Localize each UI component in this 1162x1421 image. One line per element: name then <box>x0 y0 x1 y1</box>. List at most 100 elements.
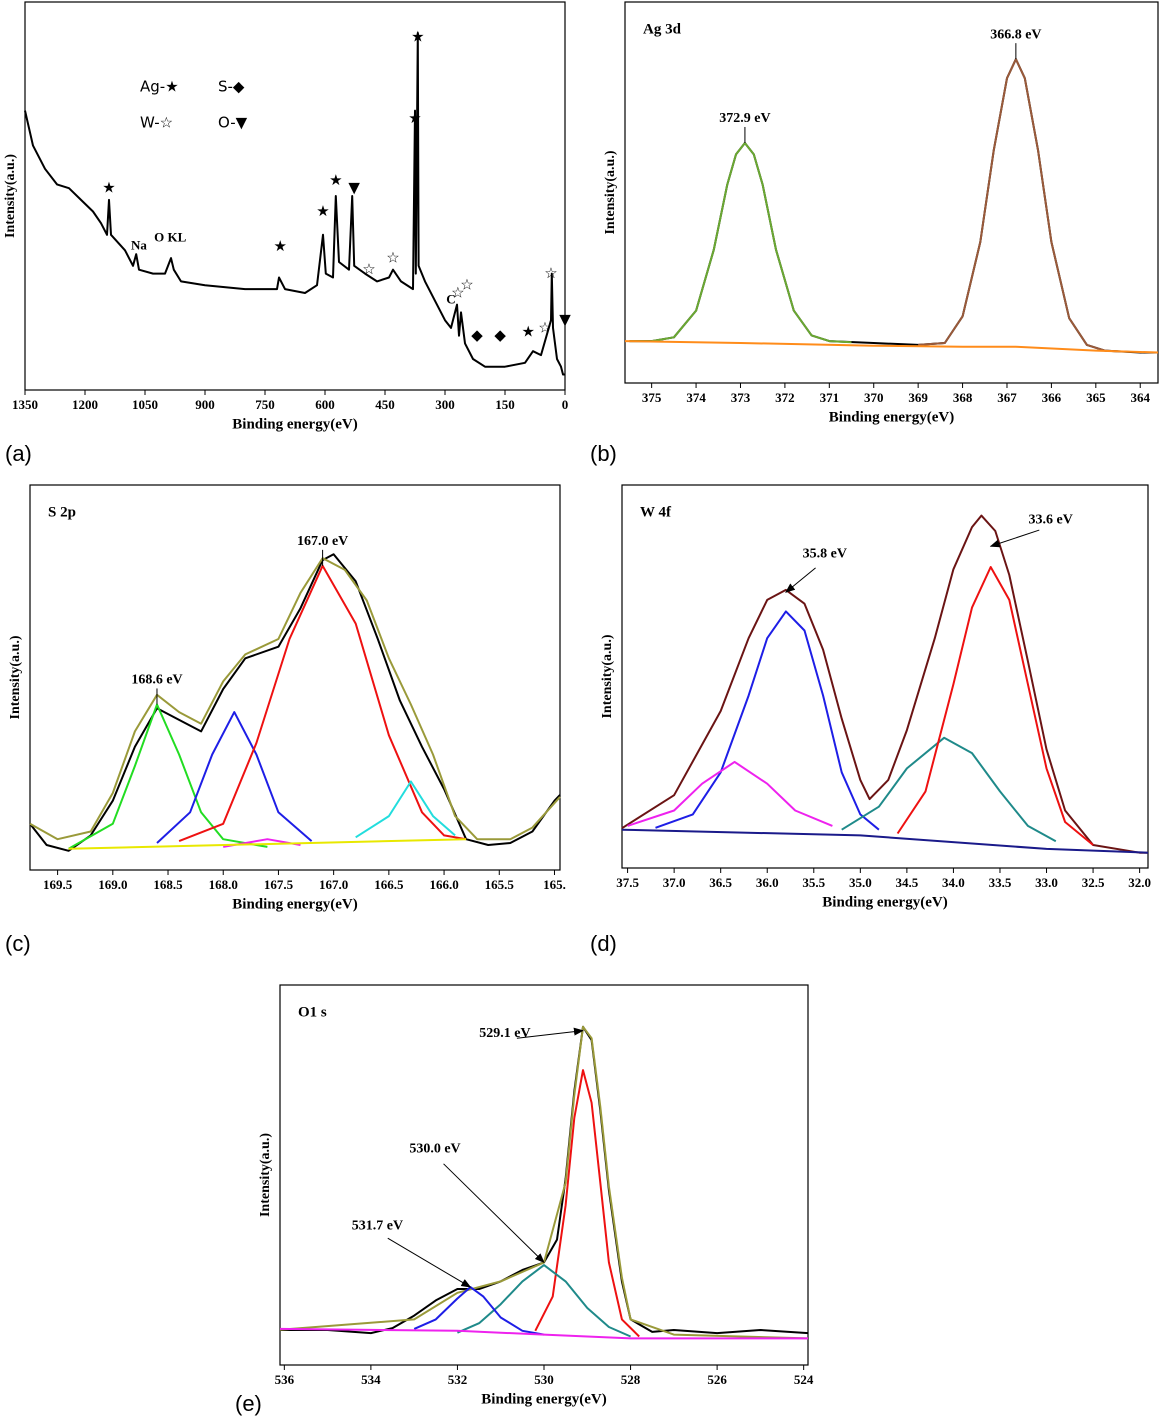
peak-marker: ☆ <box>362 260 375 278</box>
x-tick-label: 900 <box>195 397 215 412</box>
x-tick-label: 526 <box>707 1372 727 1387</box>
peak-marker: ◆ <box>494 326 506 344</box>
x-tick-label: 33.5 <box>989 875 1012 890</box>
x-tick-label: 36.5 <box>709 875 732 890</box>
plot-frame <box>29 484 561 871</box>
plot-frame <box>624 1 1159 384</box>
x-tick-label: 166.5 <box>374 877 404 892</box>
panel-title: O1 s <box>298 1004 327 1020</box>
y-axis-label: Intensity(a.u.) <box>8 635 23 719</box>
annotation-arrow <box>516 1027 584 1039</box>
peak-marker: ★ <box>521 322 534 340</box>
data-line <box>896 566 1094 846</box>
legend-entry: Ag-★ <box>140 78 179 96</box>
peak-marker: ☆ <box>460 276 473 294</box>
peak-marker: ★ <box>408 109 421 127</box>
x-tick-label: 169.0 <box>98 877 127 892</box>
peak-marker: ▼ <box>559 311 571 329</box>
x-tick-label: 169.5 <box>43 877 73 892</box>
x-tick-label: 372 <box>775 390 795 405</box>
data-line <box>629 142 852 344</box>
x-tick-label: 369 <box>908 390 928 405</box>
peak-marker: ☆ <box>451 284 464 302</box>
panel-label: (b) <box>590 441 617 466</box>
data-line <box>68 838 467 850</box>
x-tick-label: 750 <box>255 397 275 412</box>
data-line <box>655 610 880 831</box>
panel-title: W 4f <box>640 504 672 520</box>
data-line <box>156 711 313 844</box>
x-tick-label: 375 <box>642 390 662 405</box>
annotation: 167.0 eV <box>297 534 348 549</box>
x-tick-label: 534 <box>361 1372 381 1387</box>
x-tick-label: 165. <box>543 877 566 892</box>
y-axis-label: Intensity(a.u.) <box>258 1133 273 1217</box>
x-tick-label: 0 <box>562 397 569 412</box>
data-line <box>918 58 1119 353</box>
plot-frame <box>621 484 1149 869</box>
data-line <box>841 736 1057 843</box>
data-line <box>629 58 1158 354</box>
data-line <box>280 1025 809 1335</box>
panel-label: (d) <box>590 931 617 956</box>
x-tick-label: 450 <box>375 397 395 412</box>
x-axis-label: Binding energy(eV) <box>232 416 357 432</box>
peak-marker: O KL <box>154 230 186 245</box>
annotation: 372.9 eV <box>719 111 770 126</box>
x-tick-label: 371 <box>820 390 840 405</box>
x-tick-label: 532 <box>448 1372 468 1387</box>
annotation-arrow <box>387 1237 472 1288</box>
x-tick-label: 300 <box>435 397 455 412</box>
annotation: 531.7 eV <box>352 1218 403 1233</box>
x-tick-label: 32.0 <box>1128 875 1151 890</box>
x-tick-label: 35.5 <box>802 875 825 890</box>
x-tick-label: 33.0 <box>1035 875 1058 890</box>
data-line <box>29 557 561 841</box>
data-line <box>24 32 565 376</box>
x-tick-label: 365 <box>1086 390 1106 405</box>
panel-title: Ag 3d <box>643 21 682 37</box>
x-tick-label: 1200 <box>72 397 98 412</box>
data-line <box>279 1327 808 1340</box>
data-line <box>355 780 456 839</box>
y-axis-label: Intensity(a.u.) <box>3 154 18 238</box>
panel-label: (c) <box>5 931 31 956</box>
peak-marker: ★ <box>102 179 115 197</box>
data-line <box>534 1069 640 1338</box>
peak-marker: ☆ <box>386 249 399 267</box>
peak-marker: ☆ <box>538 318 551 336</box>
annotation: 168.6 eV <box>131 673 182 688</box>
plot-frame <box>279 984 809 1366</box>
x-tick-label: 600 <box>315 397 335 412</box>
panel-title: S 2p <box>48 504 76 520</box>
annotation: 366.8 eV <box>990 27 1041 42</box>
x-tick-label: 1050 <box>132 397 158 412</box>
x-tick-label: 34.0 <box>942 875 965 890</box>
y-axis-label: Intensity(a.u.) <box>600 634 615 718</box>
annotation: 35.8 eV <box>803 546 847 561</box>
x-tick-label: 373 <box>731 390 751 405</box>
legend-entry: S-◆ <box>218 78 245 96</box>
panel-label: (e) <box>235 1391 262 1416</box>
x-axis-label: Binding energy(eV) <box>822 894 947 910</box>
annotation: 529.1 eV <box>479 1026 530 1041</box>
data-line <box>178 564 467 843</box>
peak-marker: ★ <box>329 171 342 189</box>
x-tick-label: 34.5 <box>896 875 919 890</box>
x-tick-label: 366 <box>1042 390 1062 405</box>
x-axis-label: Binding energy(eV) <box>232 896 357 912</box>
data-line <box>627 760 833 827</box>
x-tick-label: 32.5 <box>1082 875 1105 890</box>
x-tick-label: 524 <box>794 1372 814 1387</box>
data-line <box>68 703 268 850</box>
x-tick-label: 374 <box>686 390 706 405</box>
peak-marker: ★ <box>273 237 286 255</box>
legend-entry: O-▼ <box>218 114 248 132</box>
x-tick-label: 35.0 <box>849 875 872 890</box>
x-tick-label: 528 <box>621 1372 641 1387</box>
x-tick-label: 37.5 <box>616 875 639 890</box>
peak-marker: ▼ <box>348 179 360 197</box>
x-tick-label: 1350 <box>12 397 38 412</box>
annotation-arrow <box>989 529 1040 548</box>
